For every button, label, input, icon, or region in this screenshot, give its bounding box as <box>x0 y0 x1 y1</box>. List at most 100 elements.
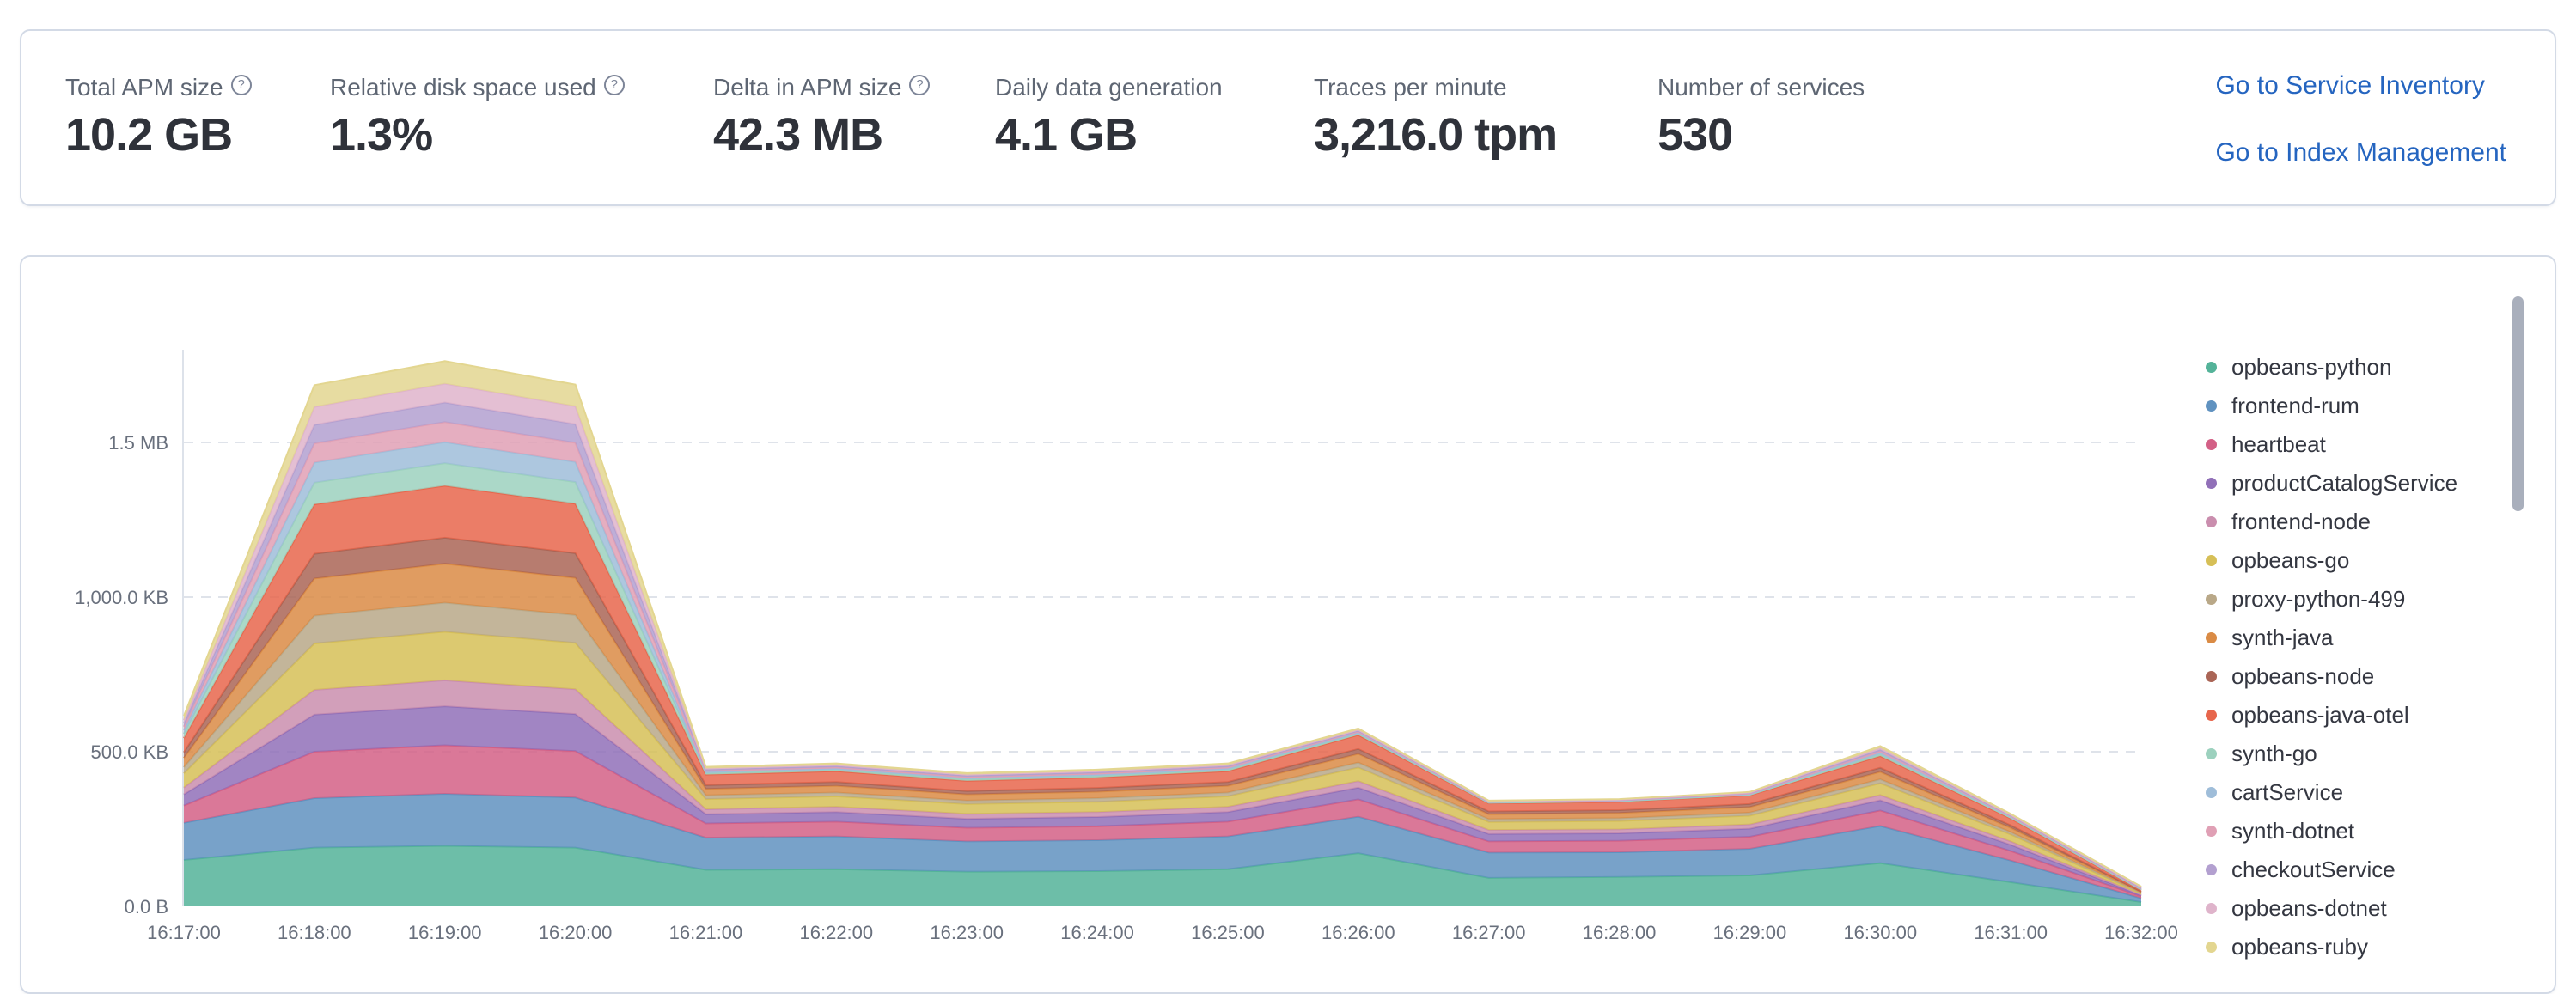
legend-series-name: productCatalogService <box>2231 470 2458 496</box>
legend-series-name: cartService <box>2231 779 2344 805</box>
legend-series-name: synth-dotnet <box>2231 818 2355 844</box>
legend-item-cartService[interactable]: cartService <box>2206 773 2457 812</box>
stat-relative-disk-space-used: Relative disk space used? 1.3% <box>330 73 713 162</box>
series-color-dot-icon <box>2206 516 2217 527</box>
x-axis-tick-label: 16:28:00 <box>1583 922 1657 943</box>
area-series-proxy-python-499 <box>184 602 2141 893</box>
x-axis-tick-label: 16:25:00 <box>1191 922 1265 943</box>
y-axis-tick-label: 1,000.0 KB <box>75 587 168 608</box>
x-axis-tick-label: 16:27:00 <box>1452 922 1526 943</box>
stat-daily-data-generation: Daily data generation 4.1 GB <box>995 73 1314 162</box>
x-axis-tick-label: 16:23:00 <box>930 922 1004 943</box>
legend-item-frontend-rum[interactable]: frontend-rum <box>2206 387 2457 425</box>
legend-item-frontend-node[interactable]: frontend-node <box>2206 503 2457 541</box>
legend-series-name: checkoutService <box>2231 857 2396 882</box>
x-axis-tick-label: 16:32:00 <box>2104 922 2178 943</box>
stat-value: 42.3 MB <box>713 109 883 161</box>
y-axis-tick-label: 500.0 KB <box>90 741 168 763</box>
legend-series-name: frontend-node <box>2231 509 2371 534</box>
stat-value: 10.2 GB <box>65 109 233 161</box>
x-axis-tick-label: 16:31:00 <box>1974 922 2048 943</box>
stat-value: 1.3% <box>330 109 433 161</box>
x-axis-tick-label: 16:20:00 <box>539 922 613 943</box>
x-axis-tick-label: 16:29:00 <box>1713 922 1787 943</box>
area-series-opbeans-java-otel <box>184 485 2141 892</box>
series-color-dot-icon <box>2206 594 2217 605</box>
legend-item-checkoutService[interactable]: checkoutService <box>2206 851 2457 889</box>
area-series-productCatalogService <box>184 706 2141 897</box>
legend-series-name: heartbeat <box>2231 431 2326 457</box>
legend-item-synth-go[interactable]: synth-go <box>2206 735 2457 773</box>
legend-series-name: opbeans-go <box>2231 547 2350 573</box>
area-series-opbeans-go <box>184 631 2141 895</box>
help-icon[interactable]: ? <box>603 75 625 95</box>
x-axis-tick-label: 16:21:00 <box>669 922 743 943</box>
legend-series-name: opbeans-ruby <box>2231 934 2368 960</box>
x-axis-tick-label: 16:24:00 <box>1060 922 1134 943</box>
legend-series-name: proxy-python-499 <box>2231 586 2406 612</box>
stat-total-apm-size: Total APM size? 10.2 GB <box>65 73 330 162</box>
help-icon[interactable]: ? <box>230 75 252 95</box>
series-color-dot-icon <box>2206 555 2217 566</box>
stat-delta-in-apm-size: Delta in APM size? 42.3 MB <box>713 73 995 162</box>
legend-item-opbeans-dotnet[interactable]: opbeans-dotnet <box>2206 889 2457 928</box>
go-to-index-management-link[interactable]: Go to Index Management <box>2215 138 2506 167</box>
x-axis-tick-label: 16:30:00 <box>1843 922 1917 943</box>
stat-label: Number of services <box>1657 74 1865 101</box>
legend-series-name: opbeans-dotnet <box>2231 895 2387 921</box>
stat-value: 3,216.0 tpm <box>1314 109 1558 161</box>
legend-series-name: opbeans-node <box>2231 663 2375 689</box>
legend-item-opbeans-python[interactable]: opbeans-python <box>2206 348 2457 387</box>
x-axis-tick-label: 16:22:00 <box>800 922 874 943</box>
go-to-service-inventory-link[interactable]: Go to Service Inventory <box>2215 71 2485 100</box>
area-series-frontend-node <box>184 680 2141 896</box>
chart-legend: opbeans-python frontend-rum heartbeat pr… <box>2206 348 2457 967</box>
stat-value: 4.1 GB <box>995 109 1138 161</box>
series-color-dot-icon <box>2206 400 2217 412</box>
legend-item-opbeans-go[interactable]: opbeans-go <box>2206 541 2457 580</box>
legend-item-heartbeat[interactable]: heartbeat <box>2206 425 2457 464</box>
y-axis-tick-label: 0.0 B <box>125 896 168 918</box>
legend-item-opbeans-ruby[interactable]: opbeans-ruby <box>2206 928 2457 967</box>
stat-label: Traces per minute <box>1314 74 1507 101</box>
series-color-dot-icon <box>2206 903 2217 914</box>
stat-value: 530 <box>1657 109 1733 161</box>
series-color-dot-icon <box>2206 671 2217 682</box>
series-color-dot-icon <box>2206 439 2217 450</box>
series-color-dot-icon <box>2206 748 2217 759</box>
legend-item-synth-java[interactable]: synth-java <box>2206 619 2457 657</box>
help-icon[interactable]: ? <box>909 75 931 95</box>
stat-label: Daily data generation <box>995 74 1223 101</box>
series-color-dot-icon <box>2206 864 2217 875</box>
area-series-synth-java <box>184 564 2141 893</box>
legend-item-opbeans-java-otel[interactable]: opbeans-java-otel <box>2206 696 2457 735</box>
series-color-dot-icon <box>2206 362 2217 373</box>
series-color-dot-icon <box>2206 710 2217 721</box>
x-axis-tick-label: 16:26:00 <box>1322 922 1395 943</box>
stacked-area-chart[interactable]: 0.0 B 500.0 KB 1,000.0 KB 1.5 MB 16:17:00 16:… <box>21 257 2555 992</box>
series-color-dot-icon <box>2206 826 2217 837</box>
storage-stats-panel: Total APM size? 10.2 GB Relative disk sp… <box>20 29 2556 206</box>
legend-series-name: frontend-rum <box>2231 393 2359 418</box>
legend-item-opbeans-node[interactable]: opbeans-node <box>2206 657 2457 696</box>
stat-number-of-services: Number of services 530 <box>1657 73 2121 162</box>
stat-label: Relative disk space used <box>330 74 596 101</box>
x-axis-tick-label: 16:17:00 <box>147 922 221 943</box>
navigation-links: Go to Service Inventory Go to Index Mana… <box>2215 68 2506 168</box>
legend-item-proxy-python-499[interactable]: proxy-python-499 <box>2206 580 2457 619</box>
area-series-frontend-rum <box>184 793 2141 902</box>
legend-series-name: opbeans-python <box>2231 354 2392 380</box>
series-color-dot-icon <box>2206 478 2217 489</box>
x-axis-tick-label: 16:19:00 <box>408 922 482 943</box>
legend-series-name: synth-java <box>2231 625 2334 650</box>
area-series-heartbeat <box>184 745 2141 899</box>
stat-label: Delta in APM size <box>713 74 902 101</box>
legend-item-synth-dotnet[interactable]: synth-dotnet <box>2206 812 2457 851</box>
series-color-dot-icon <box>2206 787 2217 798</box>
chart-plot-area[interactable] <box>184 350 2141 906</box>
legend-series-name: opbeans-java-otel <box>2231 702 2409 728</box>
series-color-dot-icon <box>2206 942 2217 953</box>
legend-scrollbar-thumb[interactable] <box>2512 296 2524 511</box>
x-axis-tick-label: 16:18:00 <box>278 922 351 943</box>
legend-item-productCatalogService[interactable]: productCatalogService <box>2206 464 2457 503</box>
